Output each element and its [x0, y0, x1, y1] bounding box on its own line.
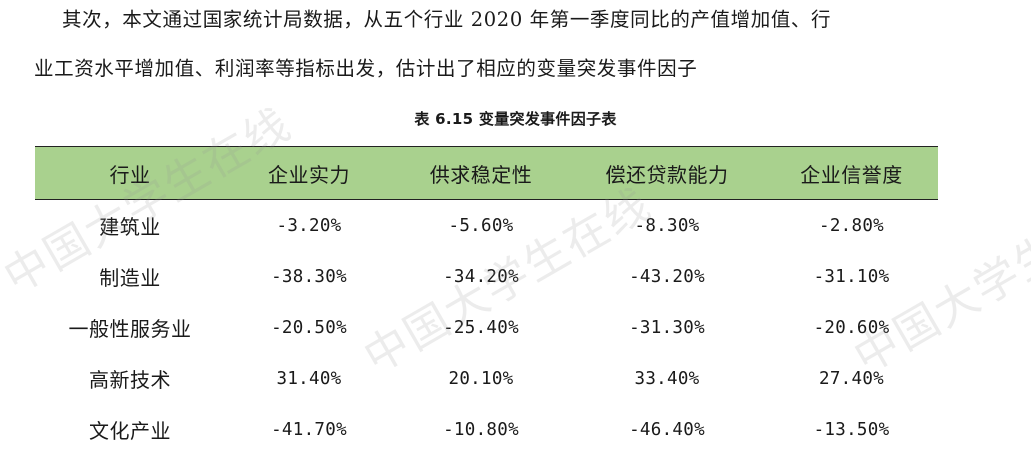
value-cell: -10.80% [443, 419, 519, 440]
value-cell: -20.60% [813, 317, 890, 338]
industry-cell: 文化产业 [89, 419, 171, 443]
value-cell: -3.20% [276, 215, 342, 236]
industry-cell: 建筑业 [99, 215, 161, 239]
header-enterprise-strength: 企业实力 [225, 146, 393, 200]
header-industry: 行业 [35, 146, 225, 200]
value-cell: -31.10% [813, 266, 890, 287]
value-cell: -8.30% [634, 215, 700, 236]
table-row: 建筑业 -3.20% -5.60% -8.30% -2.80% [35, 200, 938, 252]
header-enterprise-credibility: 企业信誉度 [765, 146, 938, 200]
value-cell: -5.60% [448, 215, 514, 236]
value-cell: -46.40% [629, 419, 705, 440]
industry-cell: 一般性服务业 [68, 317, 192, 341]
value-cell: -13.50% [813, 419, 890, 440]
table-row: 制造业 -38.30% -34.20% -43.20% -31.10% [35, 251, 938, 302]
body-paragraph-line-1: 其次，本文通过国家统计局数据，从五个行业 2020 年第一季度同比的产值增加值、… [62, 8, 832, 31]
value-cell: -38.30% [271, 266, 347, 287]
value-cell: -25.40% [443, 317, 519, 338]
value-cell: 20.10% [448, 368, 514, 389]
industry-cell: 制造业 [99, 266, 161, 290]
header-supply-demand-stability: 供求稳定性 [393, 146, 569, 200]
industry-cell: 高新技术 [89, 368, 171, 392]
value-cell: -20.50% [271, 317, 347, 338]
table-row: 文化产业 -41.70% -10.80% -46.40% -13.50% [35, 404, 938, 455]
emergency-factor-table: 行业 企业实力 供求稳定性 偿还贷款能力 企业信誉度 建筑业 -3.20% -5… [35, 146, 938, 455]
header-loan-repayment-ability: 偿还贷款能力 [569, 146, 765, 200]
value-cell: 27.40% [818, 368, 884, 389]
value-cell: -41.70% [271, 419, 347, 440]
body-paragraph-line-2: 业工资水平增加值、利润率等指标出发，估计出了相应的变量突发事件因子 [34, 57, 698, 80]
table-row: 高新技术 31.40% 20.10% 33.40% 27.40% [35, 353, 938, 404]
table-header-row: 行业 企业实力 供求稳定性 偿还贷款能力 企业信誉度 [35, 146, 938, 200]
value-cell: 33.40% [634, 368, 700, 389]
table-caption: 表 6.15 变量突发事件因子表 [414, 110, 617, 128]
table-row: 一般性服务业 -20.50% -25.40% -31.30% -20.60% [35, 302, 938, 353]
value-cell: 31.40% [276, 368, 342, 389]
value-cell: -34.20% [443, 266, 519, 287]
value-cell: -31.30% [629, 317, 705, 338]
value-cell: -43.20% [629, 266, 705, 287]
value-cell: -2.80% [818, 215, 884, 236]
